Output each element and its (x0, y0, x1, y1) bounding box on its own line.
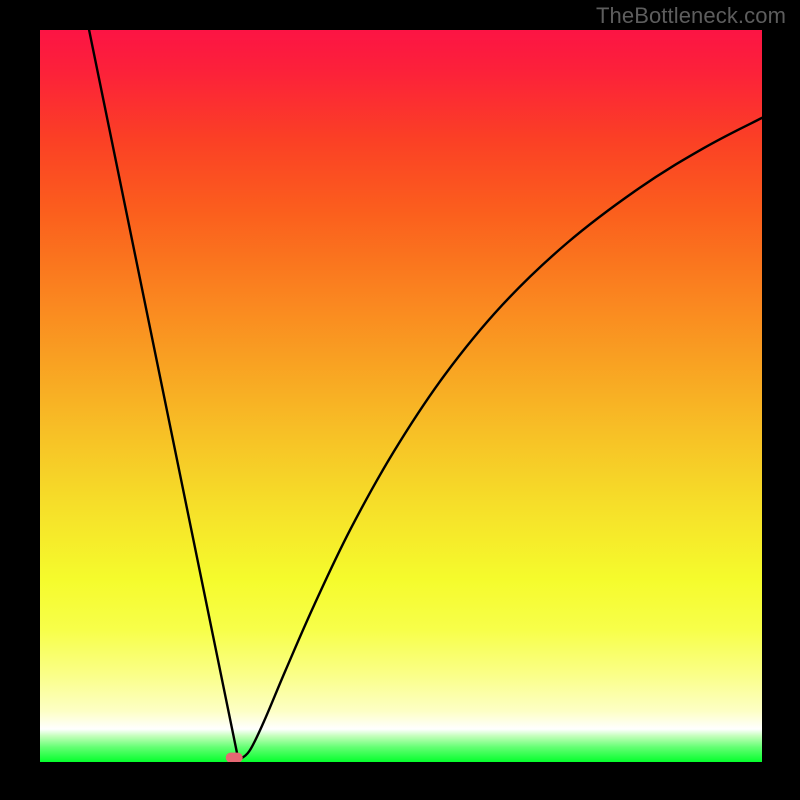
plot-area (40, 30, 762, 762)
gradient-background (40, 30, 762, 762)
valley-marker (226, 753, 243, 762)
plot-svg (40, 30, 762, 762)
watermark-text: TheBottleneck.com (596, 3, 786, 29)
chart-container: TheBottleneck.com (0, 0, 800, 800)
